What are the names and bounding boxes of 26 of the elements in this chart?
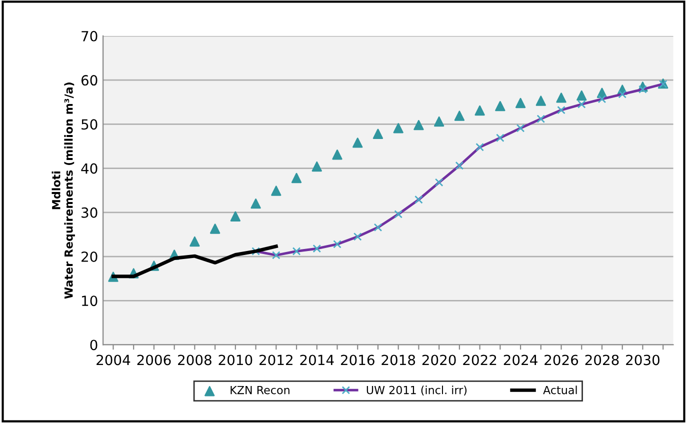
x-tick-label: 2026 <box>544 354 578 366</box>
y-tick-label: 50 <box>82 119 98 130</box>
legend-label: UW 2011 (incl. irr) <box>366 386 466 396</box>
x-tick-label: 2016 <box>340 354 374 366</box>
x-tick-label: 2010 <box>218 354 252 366</box>
y-axis-title: Mdloti Water Requirements (million m³/a) <box>52 82 75 299</box>
x-tick-label: 2028 <box>585 354 619 366</box>
x-tick-label: 2004 <box>96 354 130 366</box>
y-tick-label: 70 <box>82 30 98 42</box>
x-tick-label: 2020 <box>422 354 456 366</box>
legend-label: Actual <box>543 386 577 394</box>
x-tick-label: 2022 <box>463 354 496 366</box>
y-tick-label: 60 <box>81 75 98 86</box>
legend-label: KZN Recon <box>230 386 290 394</box>
x-tick-label: 2008 <box>178 354 212 366</box>
x-tick-label: 2030 <box>626 354 660 366</box>
y-tick-label: 10 <box>82 296 98 306</box>
x-tick-label: 2014 <box>300 354 334 366</box>
y-tick-label: 0 <box>90 340 98 350</box>
x-tick-label: 2006 <box>137 354 171 366</box>
y-tick-label: 40 <box>81 163 98 174</box>
x-tick-label: 2024 <box>504 354 538 366</box>
y-tick-label: 20 <box>82 251 98 262</box>
x-tick-label: 2018 <box>382 354 416 366</box>
y-tick-label: 30 <box>82 207 98 218</box>
x-tick-label: 2012 <box>259 354 292 366</box>
